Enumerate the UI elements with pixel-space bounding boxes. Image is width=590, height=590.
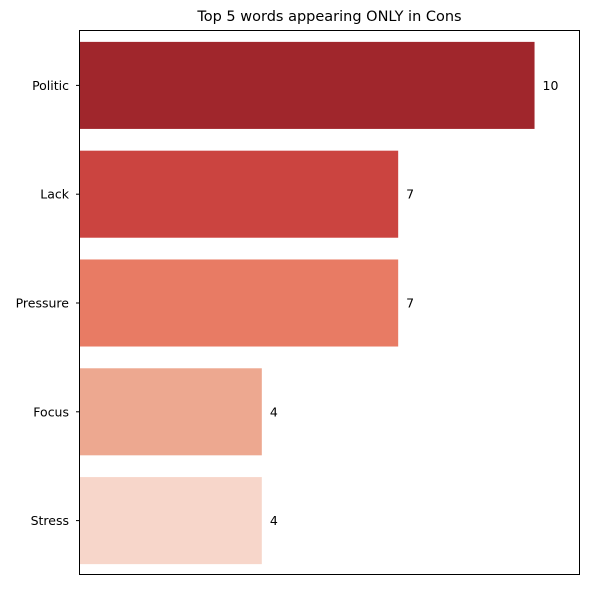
value-label-pressure: 7 [406, 296, 414, 311]
y-tick-label-pressure: Pressure [16, 296, 70, 311]
y-tick-label-politic: Politic [32, 78, 69, 93]
bars-group [80, 41, 535, 565]
bar-stress [80, 477, 262, 565]
value-label-stress: 4 [270, 513, 278, 528]
y-axis-ticks: Politic Lack Pressure Focus Stress [16, 78, 80, 528]
value-label-focus: 4 [270, 404, 278, 419]
y-tick-label-stress: Stress [31, 513, 69, 528]
value-label-lack: 7 [406, 187, 414, 202]
value-labels-group: 10 7 7 4 4 [270, 78, 559, 528]
chart-title: Top 5 words appearing ONLY in Cons [196, 9, 461, 25]
bar-focus [80, 368, 262, 456]
bar-pressure [80, 259, 399, 347]
bar-lack [80, 150, 399, 238]
y-tick-label-focus: Focus [33, 404, 69, 419]
y-tick-label-lack: Lack [40, 187, 69, 202]
bar-politic [80, 41, 535, 129]
value-label-politic: 10 [543, 78, 559, 93]
